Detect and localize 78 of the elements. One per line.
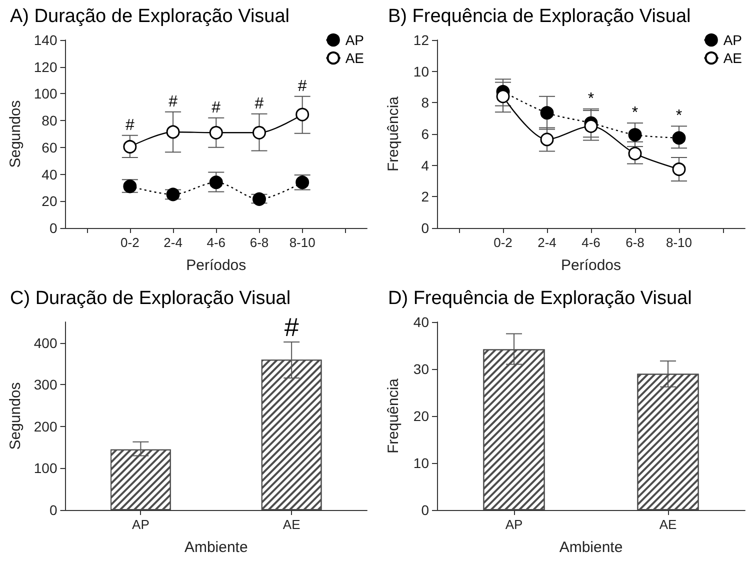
annotation: # xyxy=(284,312,300,342)
x-tick-label: 8-10 xyxy=(289,235,316,250)
chart-title: C) Duração de Exploração Visual xyxy=(10,288,291,309)
point xyxy=(209,176,223,190)
point xyxy=(540,132,554,146)
x-tick-label: AE xyxy=(659,517,677,532)
y-tick-label: 6 xyxy=(421,126,430,142)
x-tick-label: 0-2 xyxy=(494,235,512,250)
y-tick-label: 60 xyxy=(42,139,58,156)
y-tick-label: 300 xyxy=(34,376,58,393)
y-axis-title: Frequência xyxy=(385,96,402,172)
point xyxy=(540,106,554,120)
annotation: # xyxy=(125,116,134,134)
x-axis-title: Ambiente xyxy=(559,539,623,556)
chart-title: A) Duração de Exploração Visual xyxy=(10,6,290,27)
y-tick-label: 40 xyxy=(413,314,430,330)
point xyxy=(628,146,642,160)
legend-label: AE xyxy=(345,50,364,66)
point xyxy=(628,128,642,142)
y-tick-label: 100 xyxy=(34,460,58,476)
point xyxy=(496,90,510,104)
y-tick-label: 140 xyxy=(34,32,58,48)
x-tick-label: 4-6 xyxy=(206,235,226,250)
point xyxy=(584,119,598,133)
y-tick-label: 0 xyxy=(49,220,58,236)
y-tick-label: 80 xyxy=(42,112,58,129)
x-tick-label: 0-2 xyxy=(120,235,140,250)
point xyxy=(672,162,686,176)
point xyxy=(672,131,686,145)
x-axis-title: Períodos xyxy=(186,257,246,274)
chart-title: D) Frequência de Exploração Visual xyxy=(388,288,692,309)
annotation: * xyxy=(588,90,594,108)
y-axis-title: Segundos xyxy=(7,382,24,450)
annotation: # xyxy=(298,78,307,95)
annotation: * xyxy=(632,104,638,122)
point xyxy=(209,126,223,140)
y-axis-title: Segundos xyxy=(7,100,24,168)
y-tick-label: 400 xyxy=(34,334,58,351)
y-tick-label: 0 xyxy=(49,502,58,518)
x-axis-title: Períodos xyxy=(560,257,622,274)
y-tick-label: 8 xyxy=(421,94,430,111)
y-tick-label: 0 xyxy=(421,502,430,518)
point xyxy=(123,140,137,154)
x-tick-label: AP xyxy=(505,517,523,532)
annotation: # xyxy=(254,95,264,112)
x-tick-label: 6-8 xyxy=(250,235,269,250)
y-tick-label: 20 xyxy=(42,193,58,210)
point xyxy=(252,126,266,140)
y-tick-label: 10 xyxy=(413,63,430,80)
y-tick-label: 0 xyxy=(421,220,430,236)
chart-title: B) Frequência de Exploração Visual xyxy=(388,6,691,27)
y-tick-label: 12 xyxy=(413,32,430,48)
y-tick-label: 120 xyxy=(34,58,58,75)
legend-label: AP xyxy=(723,32,742,48)
x-tick-label: 2-4 xyxy=(538,235,556,250)
x-tick-label: 8-10 xyxy=(666,235,692,250)
legend-label: AE xyxy=(723,50,742,66)
point xyxy=(296,108,310,122)
x-tick-label: 6-8 xyxy=(626,235,644,250)
x-axis-title: Ambiente xyxy=(184,539,248,556)
x-tick-label: 2-4 xyxy=(164,235,182,250)
annotation: * xyxy=(676,108,682,125)
y-axis-title: Frequência xyxy=(385,378,402,454)
annotation: # xyxy=(168,93,178,110)
point xyxy=(166,125,180,139)
y-tick-label: 20 xyxy=(413,408,430,424)
y-tick-label: 40 xyxy=(42,166,58,182)
y-tick-label: 30 xyxy=(413,361,430,377)
y-tick-label: 2 xyxy=(421,188,430,205)
y-tick-label: 10 xyxy=(413,455,430,471)
legend-label: AP xyxy=(345,32,364,48)
x-tick-label: 4-6 xyxy=(582,235,600,250)
y-tick-label: 200 xyxy=(34,418,58,434)
x-tick-label: AP xyxy=(132,517,150,532)
y-tick-label: 100 xyxy=(34,86,58,102)
x-tick-label: AE xyxy=(282,517,301,532)
annotation: # xyxy=(212,99,221,116)
y-tick-label: 4 xyxy=(421,157,430,174)
